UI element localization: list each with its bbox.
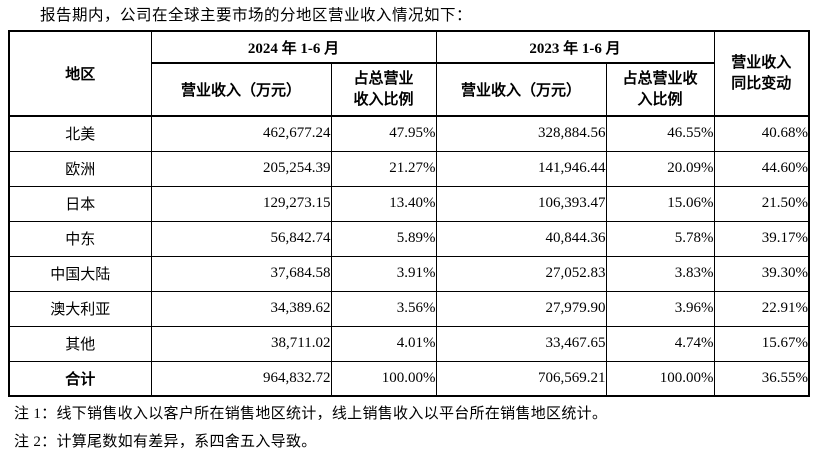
table-row: 其他 38,711.02 4.01% 33,467.65 4.74% 15.67… <box>8 325 810 362</box>
region-label: 其他 <box>8 325 152 362</box>
revenue-2024-value: 462,677.24 <box>150 115 332 152</box>
header-region: 地区 <box>8 30 152 117</box>
total-ratio-2024: 100.00% <box>330 360 437 397</box>
ratio-2024-value: 5.89% <box>330 220 437 257</box>
revenue-2023-value: 27,979.90 <box>435 290 607 327</box>
yoy-value: 44.60% <box>713 150 810 187</box>
table-row: 澳大利亚 34,389.62 3.56% 27,979.90 3.96% 22.… <box>8 290 810 327</box>
header-revenue-2023: 营业收入（万元） <box>435 62 607 117</box>
region-label: 澳大利亚 <box>8 290 152 327</box>
region-label: 日本 <box>8 185 152 222</box>
revenue-2023-value: 328,884.56 <box>435 115 607 152</box>
table-row: 北美 462,677.24 47.95% 328,884.56 46.55% 4… <box>8 115 810 152</box>
regional-revenue-table: 地区 2024 年 1-6 月 2023 年 1-6 月 营业收入 同比变动 营… <box>8 30 810 397</box>
revenue-2023-value: 33,467.65 <box>435 325 607 362</box>
table-row: 日本 129,273.15 13.40% 106,393.47 15.06% 2… <box>8 185 810 222</box>
footnotes: 注 1：线下销售收入以客户所在销售地区统计，线上销售收入以平台所在销售地区统计。… <box>14 404 804 460</box>
table-row: 中东 56,842.74 5.89% 40,844.36 5.78% 39.17… <box>8 220 810 257</box>
ratio-2023-value: 46.55% <box>605 115 715 152</box>
header-row-periods: 地区 2024 年 1-6 月 2023 年 1-6 月 营业收入 同比变动 <box>8 30 810 117</box>
revenue-2024-value: 129,273.15 <box>150 185 332 222</box>
yoy-value: 40.68% <box>713 115 810 152</box>
header-period-2023: 2023 年 1-6 月 <box>435 30 715 64</box>
ratio-2023-value: 20.09% <box>605 150 715 187</box>
yoy-value: 39.30% <box>713 255 810 292</box>
intro-paragraph: 报告期内，公司在全球主要市场的分地区营业收入情况如下： <box>40 7 473 24</box>
ratio-2023-value: 3.83% <box>605 255 715 292</box>
revenue-2023-value: 27,052.83 <box>435 255 607 292</box>
ratio-2023-value: 5.78% <box>605 220 715 257</box>
header-revenue-2024: 营业收入（万元） <box>150 62 332 117</box>
revenue-2024-value: 205,254.39 <box>150 150 332 187</box>
ratio-2024-value: 21.27% <box>330 150 437 187</box>
total-revenue-2023: 706,569.21 <box>435 360 607 397</box>
header-ratio-2023: 占总营业收 入比例 <box>605 62 715 117</box>
revenue-2023-value: 106,393.47 <box>435 185 607 222</box>
ratio-2024-value: 13.40% <box>330 185 437 222</box>
table-total-row: 合计 964,832.72 100.00% 706,569.21 100.00%… <box>8 360 810 397</box>
revenue-2024-value: 37,684.58 <box>150 255 332 292</box>
table-row: 欧洲 205,254.39 21.27% 141,946.44 20.09% 4… <box>8 150 810 187</box>
revenue-2024-value: 34,389.62 <box>150 290 332 327</box>
yoy-value: 15.67% <box>713 325 810 362</box>
yoy-value: 21.50% <box>713 185 810 222</box>
region-label: 中国大陆 <box>8 255 152 292</box>
ratio-2024-value: 4.01% <box>330 325 437 362</box>
footnote-1: 注 1：线下销售收入以客户所在销售地区统计，线上销售收入以平台所在销售地区统计。 <box>14 406 608 422</box>
header-period-2024: 2024 年 1-6 月 <box>150 30 437 64</box>
header-row-metrics: 营业收入（万元） 占总营业 收入比例 营业收入（万元） 占总营业收 入比例 <box>9 62 809 117</box>
total-label: 合计 <box>8 360 152 397</box>
yoy-value: 39.17% <box>713 220 810 257</box>
ratio-2023-value: 15.06% <box>605 185 715 222</box>
region-label: 北美 <box>8 115 152 152</box>
table-row: 中国大陆 37,684.58 3.91% 27,052.83 3.83% 39.… <box>8 255 810 292</box>
revenue-2023-value: 40,844.36 <box>435 220 607 257</box>
header-yoy-change: 营业收入 同比变动 <box>713 30 810 117</box>
total-yoy: 36.55% <box>713 360 810 397</box>
footnote-2: 注 2：计算尾数如有差异，系四舍五入导致。 <box>14 434 317 450</box>
total-ratio-2023: 100.00% <box>605 360 715 397</box>
region-label: 欧洲 <box>8 150 152 187</box>
yoy-value: 22.91% <box>713 290 810 327</box>
ratio-2024-value: 3.56% <box>330 290 437 327</box>
revenue-2024-value: 38,711.02 <box>150 325 332 362</box>
revenue-2024-value: 56,842.74 <box>150 220 332 257</box>
header-ratio-2024: 占总营业 收入比例 <box>330 62 437 117</box>
region-label: 中东 <box>8 220 152 257</box>
ratio-2023-value: 4.74% <box>605 325 715 362</box>
ratio-2023-value: 3.96% <box>605 290 715 327</box>
ratio-2024-value: 47.95% <box>330 115 437 152</box>
total-revenue-2024: 964,832.72 <box>150 360 332 397</box>
ratio-2024-value: 3.91% <box>330 255 437 292</box>
revenue-2023-value: 141,946.44 <box>435 150 607 187</box>
